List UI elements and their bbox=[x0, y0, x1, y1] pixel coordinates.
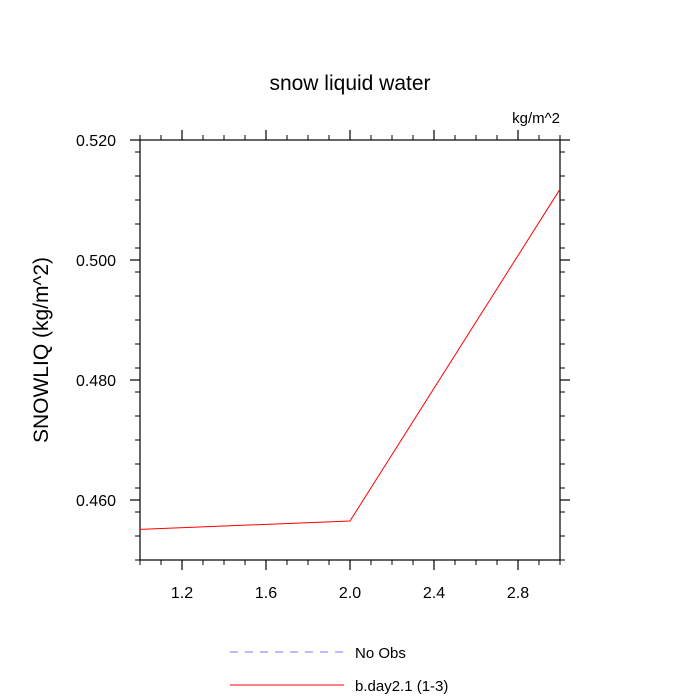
series-layer bbox=[139, 188, 561, 530]
y-tick-label: 0.480 bbox=[76, 373, 116, 390]
legend-label-0: No Obs bbox=[355, 645, 406, 662]
legend-label-1: b.day2.1 (1-3) bbox=[355, 678, 448, 695]
x-tick-label: 2.4 bbox=[423, 585, 445, 602]
y-axis-label: SNOWLIQ (kg/m^2) bbox=[30, 257, 53, 443]
legend: No Obs b.day2.1 (1-3) bbox=[230, 645, 448, 695]
units-label: kg/m^2 bbox=[512, 110, 560, 127]
chart-title: snow liquid water bbox=[269, 72, 430, 95]
series-line-1 bbox=[139, 188, 561, 530]
y-tick-label: 0.520 bbox=[76, 133, 116, 150]
y-tick-label: 0.500 bbox=[76, 253, 116, 270]
axis-ticks bbox=[130, 130, 570, 570]
axis-tick-labels: 1.2 1.6 2.0 2.4 2.8 0.460 0.480 0.500 0.520 bbox=[76, 133, 529, 602]
x-tick-label: 1.6 bbox=[255, 585, 277, 602]
x-tick-label: 2.0 bbox=[339, 585, 361, 602]
x-tick-label: 1.2 bbox=[171, 585, 193, 602]
x-tick-label: 2.8 bbox=[507, 585, 529, 602]
y-tick-label: 0.460 bbox=[76, 493, 116, 510]
plot-frame bbox=[139, 139, 561, 561]
